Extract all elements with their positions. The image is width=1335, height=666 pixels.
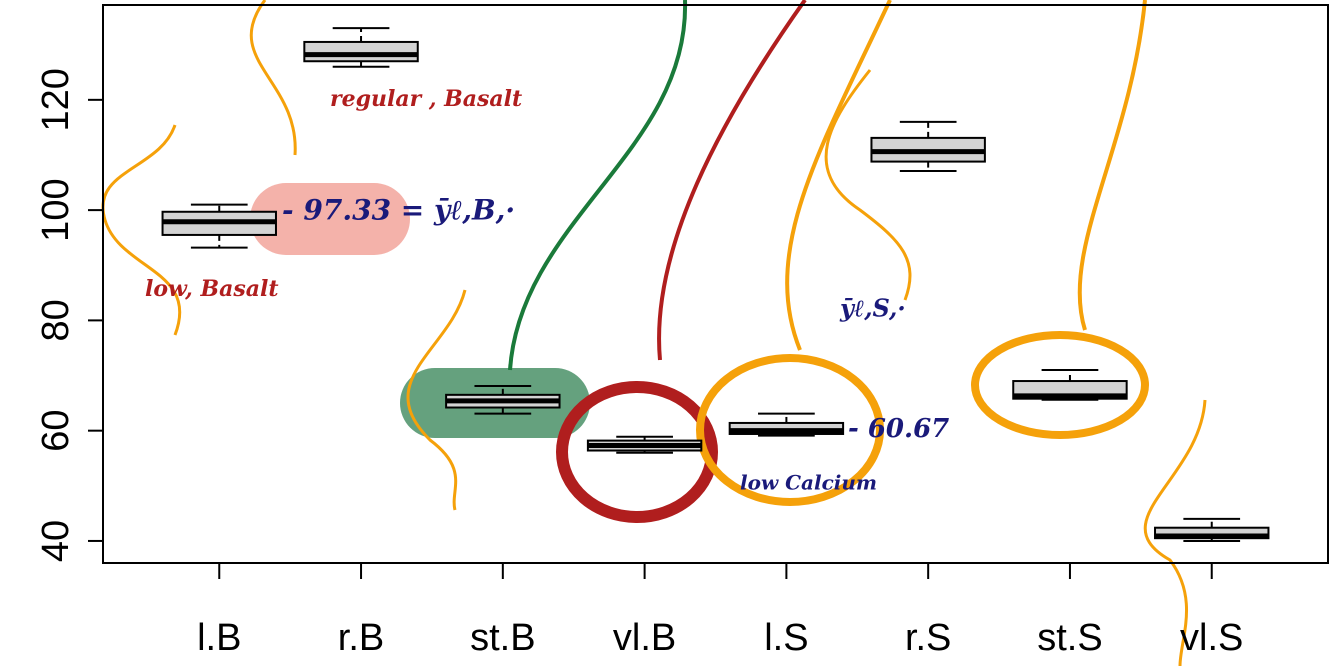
chart: regular , Basalt low, Basalt - 97.33 = ȳ… bbox=[0, 0, 1335, 666]
x-tick-label: st.B bbox=[470, 617, 535, 659]
annotation: ȳℓ,S,· bbox=[839, 294, 906, 323]
x-tick-label: r.S bbox=[905, 617, 951, 659]
x-tick-label: r.B bbox=[338, 617, 384, 659]
density-sketch bbox=[251, 0, 295, 155]
annotation: - 60.67 bbox=[848, 414, 949, 444]
box bbox=[304, 42, 417, 61]
plot-frame bbox=[103, 5, 1328, 563]
y-tick-label: 80 bbox=[35, 299, 77, 341]
annotation: regular , Basalt bbox=[330, 86, 522, 112]
annotation: - 97.33 = ȳℓ,B,· bbox=[282, 194, 515, 227]
x-tick-label: vl.B bbox=[613, 617, 676, 659]
y-tick-label: 40 bbox=[35, 520, 77, 562]
annotation: low, Basalt bbox=[145, 276, 279, 302]
y-tick-label: 60 bbox=[35, 410, 77, 452]
arrow bbox=[1080, 0, 1145, 330]
x-tick-label: l.S bbox=[764, 617, 808, 659]
annotation: low Calcium bbox=[740, 471, 877, 495]
x-tick-label: l.B bbox=[197, 617, 241, 659]
page: regular , Basalt low, Basalt - 97.33 = ȳ… bbox=[0, 0, 1335, 666]
x-tick-label: vl.S bbox=[1180, 617, 1243, 659]
y-tick-label: 100 bbox=[35, 178, 77, 241]
y-tick-label: 120 bbox=[35, 68, 77, 131]
x-tick-label: st.S bbox=[1037, 617, 1102, 659]
decorations bbox=[103, 0, 1205, 666]
